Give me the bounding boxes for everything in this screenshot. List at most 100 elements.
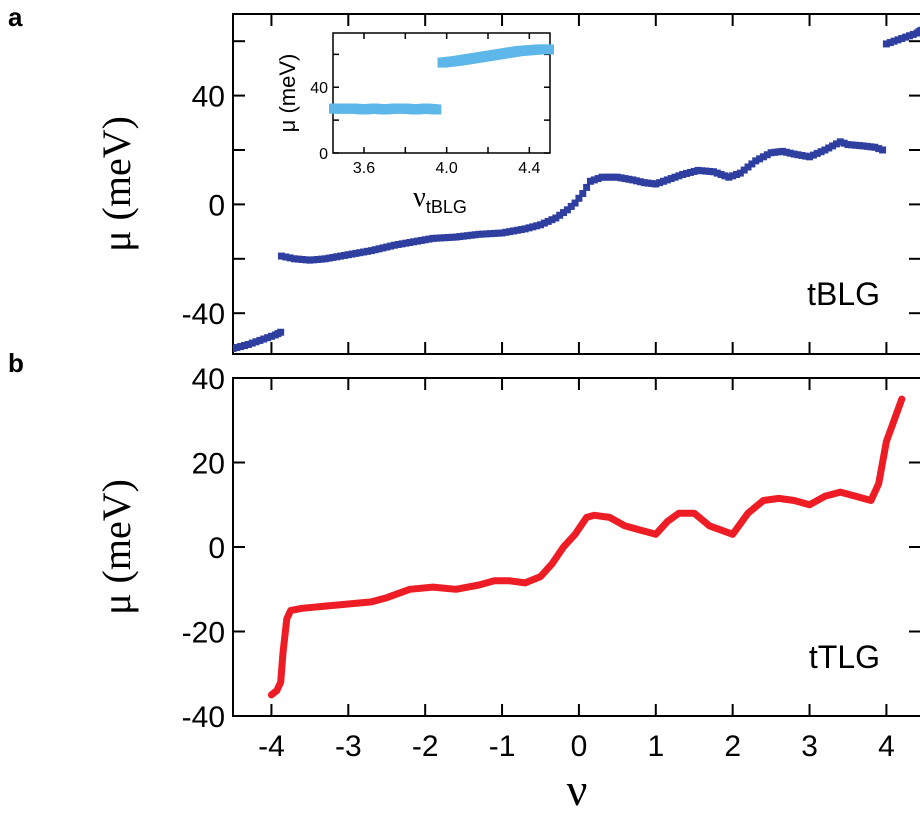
tblg-point [821,146,829,154]
tblg-point [314,255,322,263]
tblg-point [706,167,714,175]
tblg-point [744,163,752,171]
tblg-point [775,148,783,156]
tblg-point [367,247,375,255]
tblg-point [767,149,775,157]
tblg-point [879,146,887,154]
panel-a-inset-chart: 3.6 4.0 4.4 0 40 μ (meV) νtBLG [275,32,554,217]
tblg-point [244,340,252,348]
tblg-point [387,242,395,250]
tblg-point [683,169,691,177]
tblg-point [894,36,902,44]
tblg-point [398,240,406,248]
tblg-point [594,175,602,183]
tblg-point [533,222,541,230]
tblg-point [548,216,556,224]
tblg-point [652,180,660,188]
inset-xlabel: νtBLG [413,182,467,217]
tblg-point [806,153,814,161]
tblg-point [394,241,402,249]
tblg-point [798,151,806,159]
tblg-point [502,228,510,236]
tblg-point [752,157,760,165]
tblg-point [525,224,533,232]
tblg-point [536,221,544,229]
tblg-point [340,251,348,259]
tblg-point [659,177,667,185]
panel-a-annotation: tBLG [807,276,880,312]
tblg-point [748,160,756,168]
tblg-point [702,167,710,175]
tblg-point [902,33,910,41]
tblg-point [832,140,840,148]
inset-ytick-label: 40 [310,80,328,97]
tblg-point [759,153,767,161]
tblg-point [252,338,260,346]
tblg-point [882,40,890,48]
tblg-point [863,142,871,150]
tblg-point [371,246,379,254]
tblg-point [248,339,256,347]
tblg-point [440,234,448,242]
tblg-point [517,226,525,234]
tblg-point [782,148,790,156]
tblg-point [563,206,571,214]
tblg-point [633,177,641,185]
tblg-point [560,209,568,217]
tblg-point [552,214,560,222]
tblg-point [859,142,867,150]
panel-b-xtick-label: 4 [878,730,895,763]
tblg-point [756,155,764,163]
tblg-point [613,173,621,181]
tblg-point [456,233,464,241]
tblg-point [606,173,614,181]
inset-point [544,44,554,55]
tblg-point [840,139,848,147]
tblg-point [621,175,629,183]
tblg-point [733,170,741,178]
panel-b-chart: -4 -3 -2 -1 0 1 2 3 4 -40 -20 0 20 40 μ (meV) ν tTLG [94,363,920,815]
tblg-point [529,223,537,231]
panel-b-annotation: tTLG [809,639,880,675]
tblg-point [656,179,664,187]
tblg-point [302,256,310,264]
tblg-point [277,252,285,260]
tblg-point [364,247,372,255]
tblg-point [809,151,817,159]
tblg-point [663,176,671,184]
panel-b-xtick-label: 3 [801,730,818,763]
tblg-point [698,167,706,175]
inset-point [431,104,442,115]
tblg-point [344,251,352,259]
tblg-point [844,141,852,149]
tblg-point [325,254,333,262]
inset-ylabel: μ (meV) [275,54,300,133]
tblg-point [813,149,821,157]
tblg-point [375,245,383,253]
tblg-point [890,37,898,45]
tblg-point [567,202,575,210]
tblg-point [667,175,675,183]
tblg-point [802,152,810,160]
tblg-point [321,255,329,263]
tblg-point [725,173,733,181]
tblg-point [433,234,441,242]
tblg-point [237,343,245,351]
tblg-point [610,173,618,181]
tblg-point [586,177,594,185]
tblg-point [602,173,610,181]
tblg-point [437,234,445,242]
tblg-point [590,176,598,184]
tblg-point [282,253,290,261]
tblg-point [506,228,514,236]
tblg-point [294,255,302,263]
panel-b-xtick-label: 1 [647,730,664,763]
tblg-point [763,151,771,159]
tblg-point [494,229,502,237]
tblg-point [267,332,275,340]
tblg-point [444,233,452,241]
tblg-point [290,255,298,263]
tblg-point [348,250,356,258]
tblg-point [867,143,875,151]
